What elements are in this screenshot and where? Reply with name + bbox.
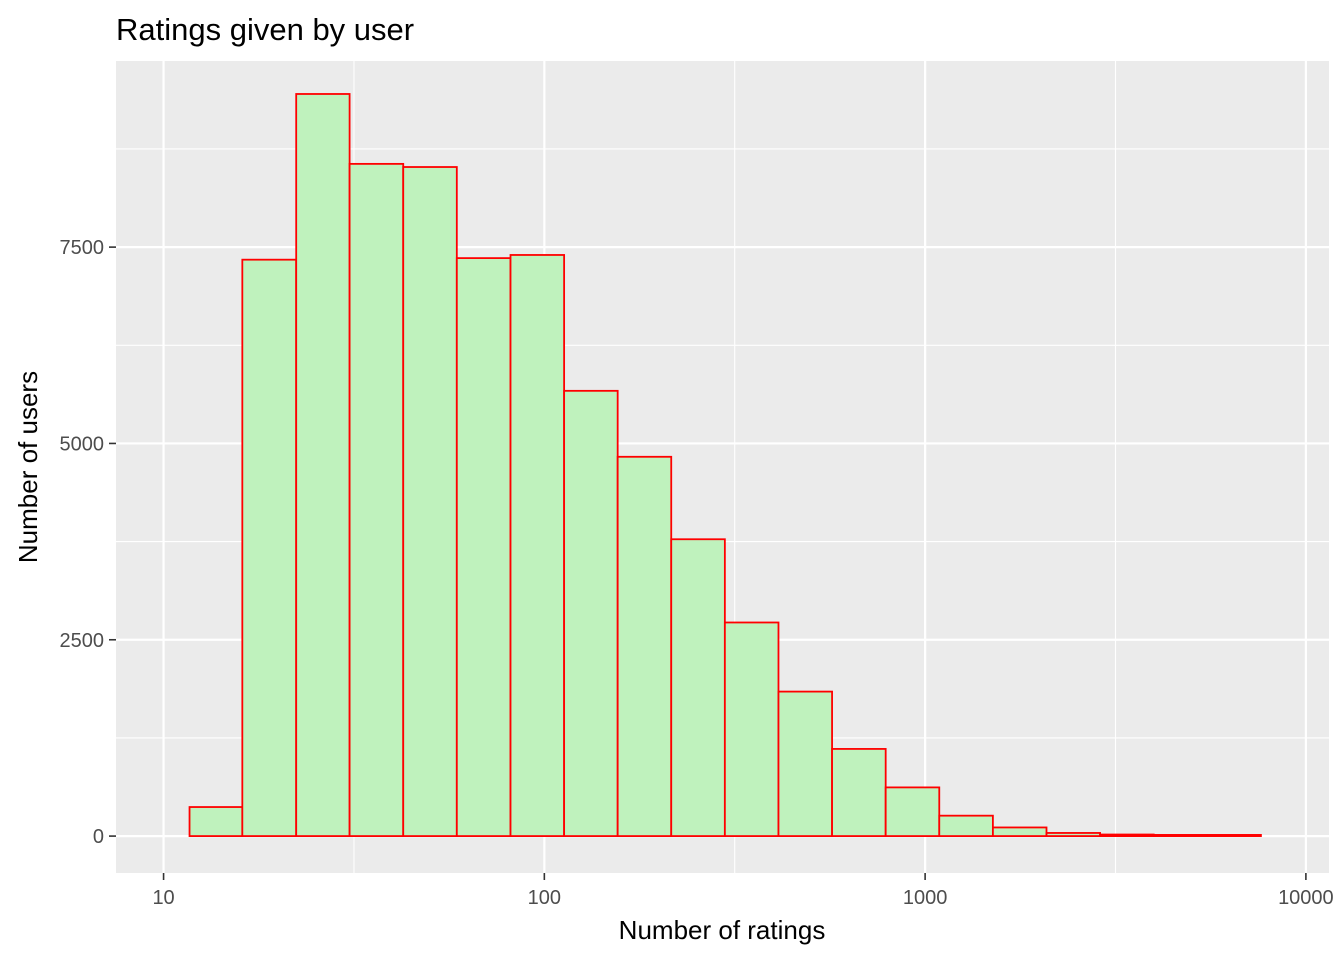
histogram-bar: [616, 455, 673, 837]
histogram-bar: [402, 166, 458, 837]
y-tick-label: 5000: [60, 433, 105, 455]
x-tick-label: 10: [152, 887, 174, 909]
histogram-bar: [295, 93, 351, 837]
histogram-bar: [348, 162, 405, 837]
histogram-bar: [1099, 833, 1155, 837]
histogram-bar: [991, 826, 1048, 837]
histogram-bar: [241, 258, 298, 837]
x-axis-title: Number of ratings: [619, 915, 826, 945]
histogram-bar: [1045, 832, 1102, 837]
histogram-bar: [884, 786, 941, 837]
histogram-bar: [723, 621, 780, 837]
histogram-bar: [1206, 834, 1262, 837]
x-tick-label: 100: [528, 887, 561, 909]
x-axis: 10 100 1000 10000: [152, 873, 1334, 909]
histogram-bar: [188, 806, 244, 837]
y-tick-label: 2500: [60, 630, 105, 652]
histogram-bar: [509, 254, 566, 837]
chart-title: Ratings given by user: [116, 12, 414, 47]
y-axis-title: Number of users: [13, 371, 43, 563]
histogram-bar: [831, 748, 887, 837]
y-axis: 0 2500 5000 7500: [60, 237, 116, 848]
x-tick-label: 10000: [1278, 887, 1334, 909]
x-tick-label: 1000: [903, 887, 948, 909]
histogram-bar: [938, 814, 994, 837]
histogram-bar: [670, 538, 726, 837]
histogram-bar: [777, 690, 833, 837]
y-tick-label: 7500: [60, 237, 105, 259]
y-tick-label: 0: [93, 826, 104, 848]
histogram-bar: [1152, 834, 1209, 837]
histogram-bar: [455, 257, 512, 837]
histogram-bar: [563, 389, 619, 837]
bars: [188, 93, 1262, 837]
